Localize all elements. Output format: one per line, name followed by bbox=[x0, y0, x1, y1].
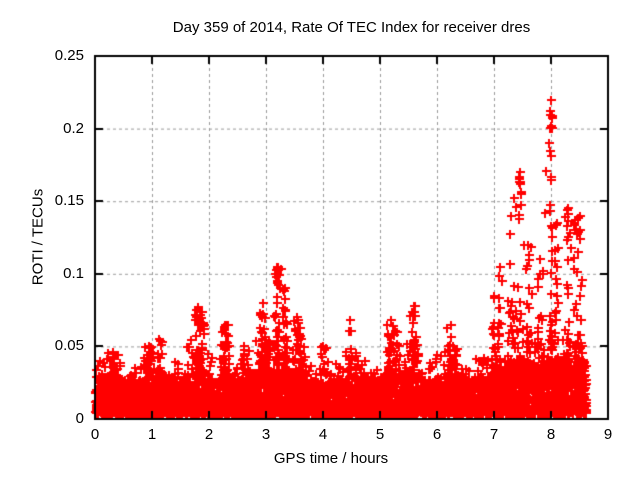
y-tick-label: 0 bbox=[75, 410, 84, 427]
x-tick-label: 3 bbox=[261, 426, 271, 443]
x-axis-label: GPS time / hours bbox=[273, 450, 389, 467]
y-tick-label: 0.15 bbox=[54, 192, 84, 210]
x-tick-label: 0 bbox=[90, 426, 100, 443]
x-tick-label: 9 bbox=[603, 426, 613, 443]
y-tick-label: 0.1 bbox=[63, 264, 84, 282]
x-tick-label: 7 bbox=[489, 426, 499, 443]
x-tick-label: 2 bbox=[204, 426, 214, 443]
chart-title: Day 359 of 2014, Rate Of TEC Index for r… bbox=[172, 19, 531, 36]
x-tick-label: 5 bbox=[375, 426, 385, 443]
y-tick-label: 0.25 bbox=[54, 47, 84, 64]
x-tick-label: 4 bbox=[318, 426, 328, 443]
x-tick-label: 1 bbox=[147, 426, 157, 443]
x-tick-label: 6 bbox=[432, 426, 442, 443]
y-tick-label: 0.2 bbox=[63, 119, 84, 137]
x-tick-label: 8 bbox=[546, 426, 556, 443]
y-tick-label: 0.05 bbox=[54, 337, 84, 355]
